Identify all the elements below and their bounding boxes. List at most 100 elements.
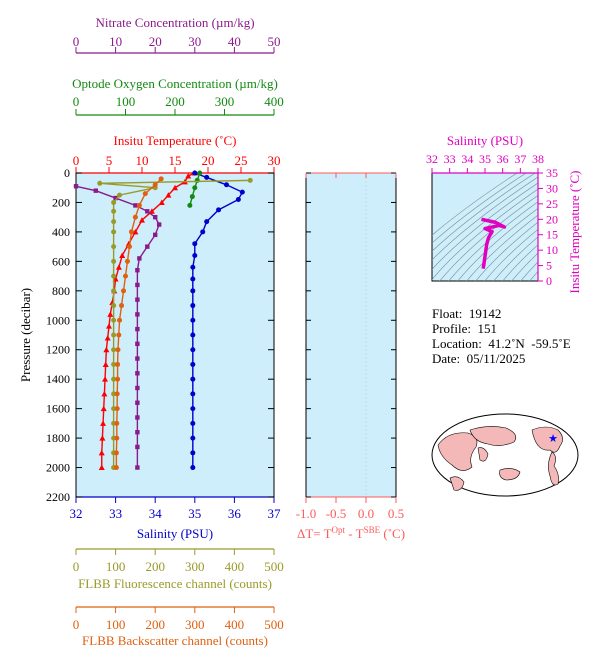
density-contour	[432, 173, 536, 252]
density-contour	[475, 221, 538, 281]
insitu-temperature-point	[102, 361, 109, 367]
salinity-point	[190, 450, 196, 456]
flbb-fluorescence-point	[111, 219, 117, 225]
flbb-backscatter-point	[158, 176, 164, 182]
salinity-axis-title: Salinity (PSU)	[137, 526, 213, 541]
nitrate-point	[135, 371, 140, 376]
flbb-fluorescence-point	[111, 347, 117, 353]
tick-label: 36	[228, 506, 242, 521]
tick-label: 1000	[46, 313, 70, 327]
flbb-fluorescence-point	[111, 391, 117, 397]
flbb-fluorescence-point	[97, 180, 103, 186]
flbb-backscatter-point	[121, 288, 127, 294]
tick-label: 2200	[46, 490, 70, 504]
insitu-temperature-point	[132, 228, 139, 235]
salinity-point	[192, 241, 198, 247]
nitrate-point	[135, 385, 140, 391]
info-date: Date: 05/11/2025	[432, 351, 525, 367]
insitu-temperature-point	[104, 334, 111, 341]
tick-label: 30	[188, 34, 201, 49]
density-contour	[520, 261, 538, 281]
ts-profile-line	[481, 217, 507, 269]
backscatter-axis-title: FLBB Backscatter channel (counts)	[82, 633, 268, 648]
tick-label: 32	[70, 506, 83, 521]
nitrate-point	[135, 282, 140, 288]
nitrate-point	[135, 297, 140, 302]
flbb-backscatter-point	[114, 420, 120, 426]
flbb-fluorescence-point	[247, 177, 253, 183]
nitrate-point	[135, 341, 140, 347]
insitu-temperature-point	[158, 199, 165, 205]
tick-label: 800	[52, 284, 70, 298]
tick-label: 35	[546, 166, 558, 180]
tick-label: 1400	[46, 372, 70, 386]
flbb-fluorescence-point	[111, 273, 117, 279]
float-location-marker: ★	[548, 433, 558, 445]
tick-label: 34	[461, 152, 473, 166]
insitu-temperature-point	[98, 464, 105, 471]
salinity-point	[190, 361, 196, 367]
density-contour	[448, 201, 538, 281]
nitrate-point	[135, 430, 140, 435]
date-value: 05/11/2025	[466, 351, 526, 366]
tick-label: 400	[264, 94, 284, 109]
nitrate-point	[135, 400, 140, 405]
insitu-temperature-point	[115, 264, 122, 270]
tick-label: 50	[268, 34, 281, 49]
tick-label: 0	[64, 166, 70, 180]
optode-oxygen-series	[187, 170, 203, 208]
land-shape	[469, 426, 517, 446]
flbb-backscatter-point	[115, 361, 121, 367]
insitu-temperature-point	[98, 449, 105, 456]
flbb-backscatter-point	[132, 214, 138, 220]
nitrate-point	[73, 184, 79, 189]
insitu-temperature-point	[119, 252, 126, 258]
tick-label: 200	[145, 617, 165, 632]
tick-label: 15	[546, 228, 558, 242]
tick-label: 500	[264, 617, 284, 632]
tick-label: 20	[202, 153, 215, 168]
flbb-backscatter-point	[115, 376, 121, 382]
flbb-backscatter-point	[124, 258, 130, 264]
optode-oxygen-point	[192, 185, 198, 191]
tick-label: 400	[225, 559, 245, 574]
flbb-backscatter-point	[126, 244, 132, 250]
fluorescence-axis: 0 100 200 300 400 500 FLBB Fluorescence channe…	[73, 548, 284, 591]
salinity-point	[223, 182, 229, 188]
ts-temperature-title: Insitu Temperature (˚C)	[567, 170, 582, 293]
density-contour	[502, 244, 538, 281]
tick-label: 40	[228, 34, 241, 49]
tick-label: 20	[149, 34, 162, 49]
salinity-point	[190, 420, 196, 426]
flbb-backscatter-point	[119, 303, 125, 309]
float-label: Float:	[432, 306, 463, 321]
tick-label: 15	[169, 153, 182, 168]
insitu-temperature-point	[100, 420, 107, 426]
flbb-backscatter-point	[115, 347, 121, 353]
flbb-backscatter-point	[123, 273, 128, 279]
tick-label: 38	[532, 152, 544, 166]
tick-label: 25	[235, 153, 248, 168]
salinity-point	[192, 170, 198, 176]
flbb-backscatter-point	[142, 191, 148, 197]
salinity-point	[190, 276, 196, 282]
ts-density-contours	[432, 173, 538, 281]
date-label: Date:	[432, 351, 461, 366]
nitrate-point	[153, 232, 158, 238]
tick-label: 30	[268, 153, 281, 168]
tick-label: 33	[109, 506, 122, 521]
tick-label: 300	[215, 94, 235, 109]
tick-label: 100	[116, 94, 136, 109]
tick-label: 1600	[46, 402, 70, 416]
nitrate-point	[135, 465, 140, 470]
insitu-temperature-point	[172, 184, 178, 191]
insitu-temperature-point	[148, 208, 155, 214]
delta-t-plot-area	[306, 173, 396, 497]
nitrate-point	[135, 326, 140, 332]
density-contour	[493, 236, 538, 281]
density-contour	[432, 182, 538, 270]
tick-label: 25	[546, 197, 558, 211]
delta-t-title-sup: Opt	[332, 525, 346, 535]
flbb-backscatter-point	[114, 391, 120, 397]
